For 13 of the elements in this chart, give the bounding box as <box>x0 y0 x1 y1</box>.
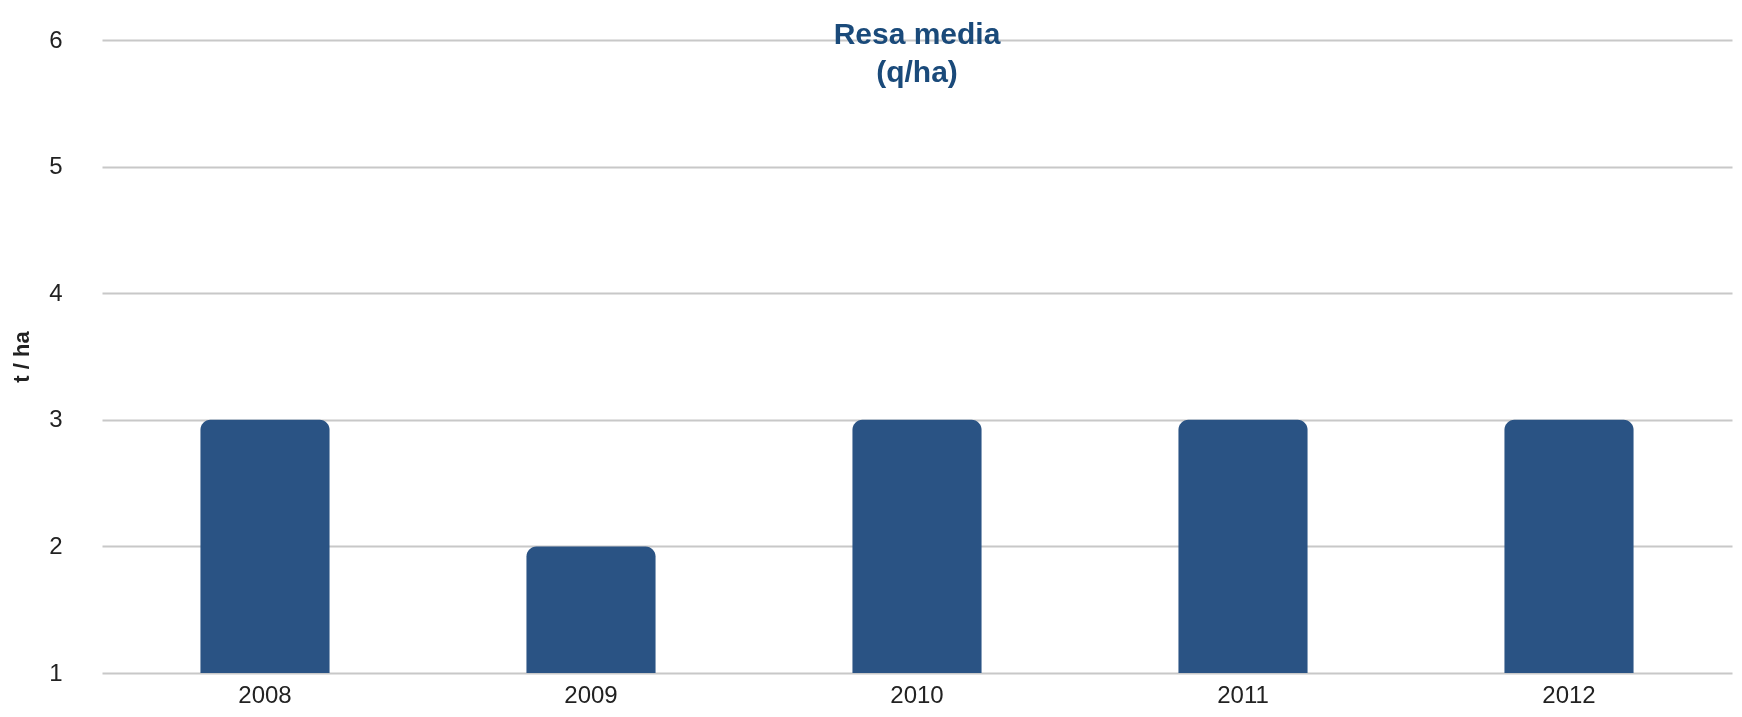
y-tick-label: 1 <box>49 658 63 686</box>
y-axis-title: t / ha <box>9 330 35 383</box>
x-tick-label: 2009 <box>564 680 618 708</box>
y-tick-label: 2 <box>49 531 63 559</box>
chart-title: Resa media (q/ha) <box>833 17 1001 88</box>
x-tick-label: 2008 <box>238 680 292 708</box>
y-tick-label: 6 <box>49 25 63 53</box>
x-tick-label: 2010 <box>890 680 944 708</box>
y-tick-label: 5 <box>49 152 63 180</box>
x-tick-label: 2011 <box>1217 680 1269 708</box>
y-tick-label: 3 <box>49 405 63 433</box>
y-tick-label: 4 <box>49 278 63 306</box>
x-tick-label: 2012 <box>1542 680 1596 708</box>
